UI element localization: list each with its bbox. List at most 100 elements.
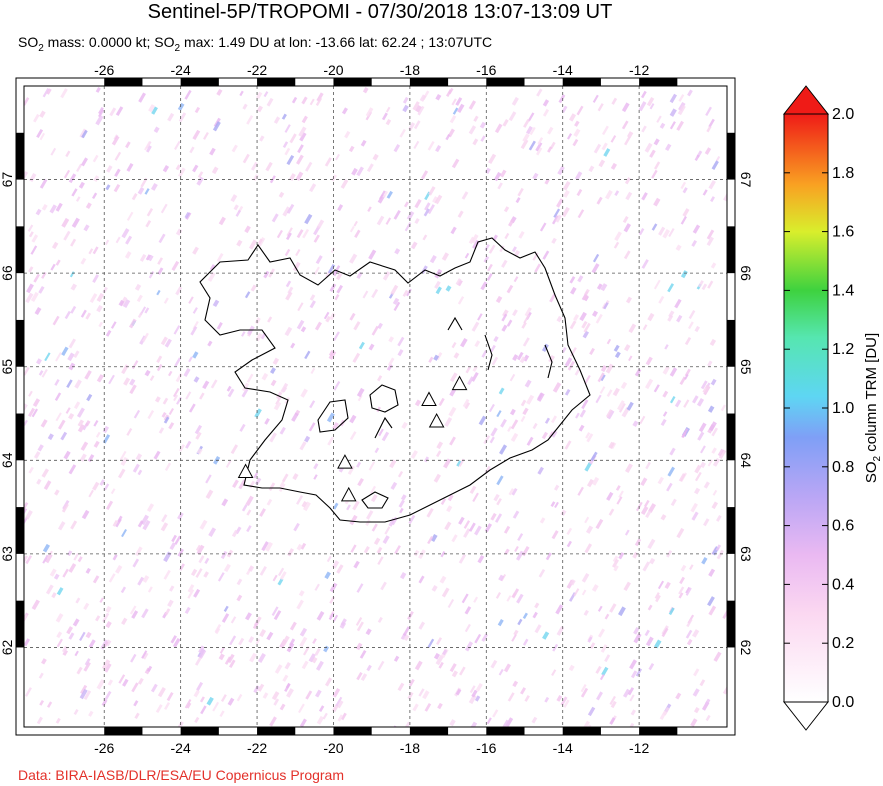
so2-pixel [441,587,450,598]
so2-pixel [537,137,544,145]
so2-pixel [99,597,104,603]
so2-pixel [708,421,717,432]
so2-pixel [61,217,70,228]
so2-pixel [574,120,580,127]
so2-pixel [605,189,613,200]
so2-pixel [271,606,279,617]
so2-pixel [142,332,149,343]
so2-pixel [534,624,542,634]
so2-pixel [400,494,407,501]
so2-pixel [134,712,140,720]
so2-pixel [606,491,614,501]
so2-pixel [77,419,85,427]
so2-pixel [522,638,529,646]
so2-pixel [297,302,304,312]
so2-pixel [516,593,524,604]
so2-pixel [520,415,526,423]
so2-pixel [549,293,557,303]
so2-pixel [238,479,247,490]
so2-pixel [192,129,201,140]
so2-pixel [212,701,220,712]
so2-pixel [313,463,319,470]
so2-pixel [301,115,308,124]
so2-pixel [190,568,198,577]
so2-pixel [309,98,315,106]
so2-pixel [199,392,205,400]
so2-pixel [717,448,724,457]
so2-pixel [144,141,151,151]
so2-pixel [427,536,434,545]
so2-pixel [457,296,465,305]
so2-pixel [678,473,686,482]
so2-pixel [55,613,64,623]
so2-pixel [509,373,516,382]
so2-pixel [640,477,648,487]
so2-pixel [451,534,458,543]
so2-pixel [701,557,708,565]
so2-pixel [669,121,676,130]
so2-pixel [687,321,694,330]
colorbar-tick-label: 0.6 [832,518,854,535]
so2-pixel [664,344,669,350]
so2-pixel [297,144,304,154]
so2-pixel [144,307,150,314]
so2-pixel [305,690,313,700]
so2-pixel [314,583,320,591]
colorbar-over-arrow [782,85,830,115]
volcano-triangle-icon [337,454,353,469]
so2-pixel [508,111,517,122]
so2-pixel [231,144,238,153]
so2-pixel [497,182,503,190]
so2-pixel [371,288,379,299]
so2-pixel [544,417,551,424]
so2-pixel [584,461,592,472]
so2-pixel [640,505,649,516]
so2-pixel [610,700,617,709]
so2-pixel [471,371,479,382]
so2-pixel [188,403,196,413]
so2-pixel [200,705,207,715]
so2-pixel [648,662,655,671]
so2-pixel [188,296,194,304]
so2-pixel [428,186,436,196]
so2-pixel [50,263,56,271]
so2-pixel [171,260,180,271]
so2-pixel [98,109,105,118]
so2-pixel [175,164,181,171]
so2-pixel [281,473,289,483]
so2-pixel [709,338,717,347]
so2-pixel [314,648,321,656]
so2-pixel [444,417,453,427]
so2-pixel [715,544,722,551]
so2-pixel [183,368,191,377]
so2-pixel [212,121,221,132]
so2-pixel [52,315,60,326]
so2-pixel [646,96,655,107]
so2-pixel [42,554,49,564]
so2-pixel [578,424,585,432]
border-block [333,727,372,735]
so2-pixel [684,368,691,377]
so2-pixel [502,309,509,318]
so2-pixel [606,389,613,397]
so2-pixel [199,696,205,703]
so2-pixel [92,154,99,163]
so2-pixel [118,299,125,307]
so2-pixel [638,101,647,112]
colorbar-tick-label: 1.6 [832,224,854,241]
so2-pixel [250,284,257,292]
so2-pixel [397,470,404,478]
so2-pixel [177,512,184,520]
so2-pixel [193,689,200,698]
so2-pixel [137,677,144,685]
so2-pixel [168,422,175,430]
so2-pixel [227,388,235,398]
so2-pixel [349,414,357,424]
so2-pixel [41,468,49,478]
so2-pixel [393,655,400,662]
so2-pixel [267,316,273,323]
so2-pixel [577,486,584,496]
so2-pixel [407,611,414,620]
colorbar-tick-label: 1.2 [832,341,854,358]
so2-pixel [691,511,699,521]
